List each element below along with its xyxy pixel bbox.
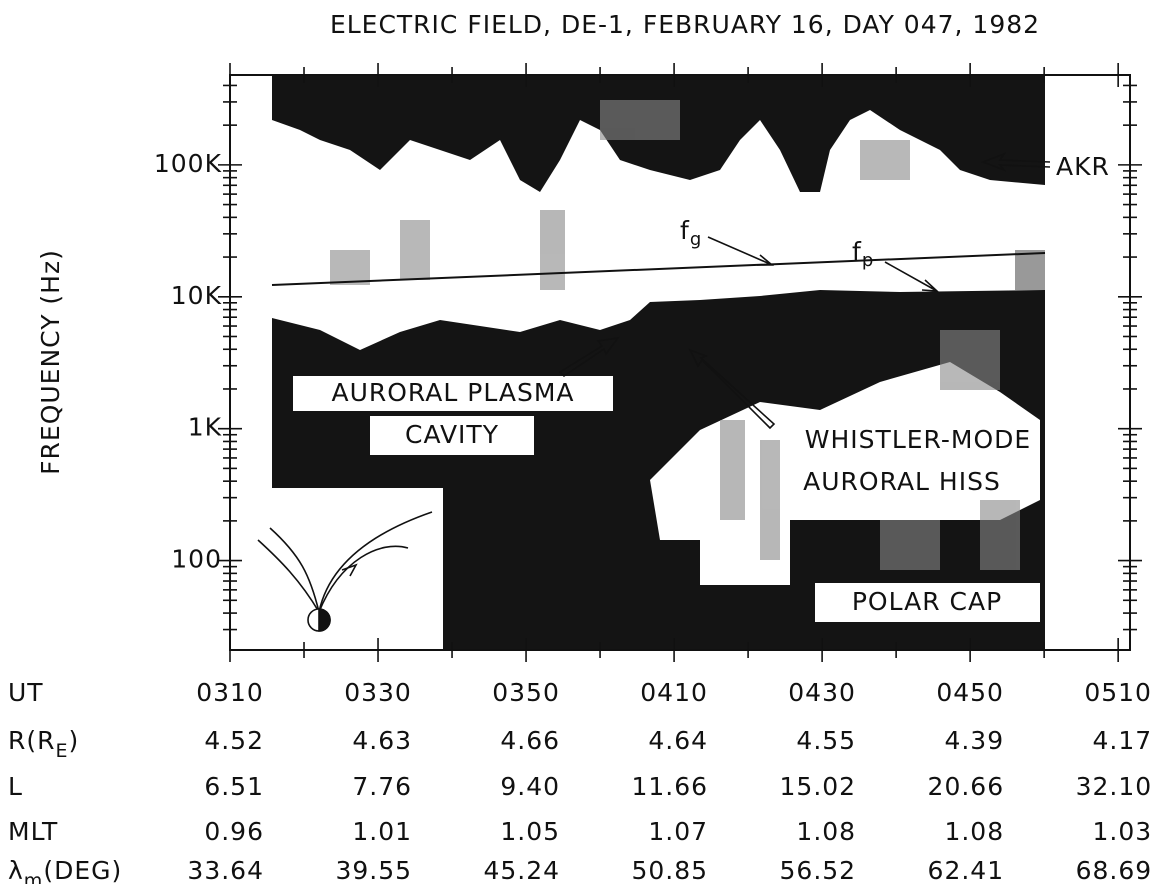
x-tick-label: 0510 xyxy=(1084,678,1152,707)
table-cell: 15.02 xyxy=(780,772,857,801)
table-cell: 45.24 xyxy=(483,856,560,884)
table-cell: 68.69 xyxy=(1076,856,1153,884)
table-cell: 1.08 xyxy=(944,817,1004,846)
table-cell: 4.17 xyxy=(1092,726,1152,755)
row-label-main: R(R xyxy=(8,726,56,755)
annotations: AKR fg fp AURORAL PLASMA CAVITY WHISTLER… xyxy=(293,152,1110,622)
row-label-main: L xyxy=(8,772,23,801)
table-cell: 50.85 xyxy=(632,856,709,884)
cavity-arrow xyxy=(558,336,620,378)
white-patch xyxy=(650,362,1040,585)
hiss-arrow xyxy=(688,348,776,430)
row-label: UT xyxy=(8,678,44,707)
fp-main: f xyxy=(852,237,862,266)
label-box xyxy=(370,416,534,455)
hiss-label: AURORAL HISS xyxy=(803,467,1001,496)
fg-arrow xyxy=(707,236,775,266)
table-cell: 4.39 xyxy=(944,726,1004,755)
table-cell: 4.52 xyxy=(204,726,264,755)
table-cell: 6.51 xyxy=(204,772,264,801)
hiss-label: WHISTLER-MODE xyxy=(805,425,1031,454)
table-cell: 7.76 xyxy=(352,772,412,801)
table-cell: 39.55 xyxy=(335,856,412,884)
row-label-main: λ xyxy=(8,856,24,884)
row-label: R(RE) xyxy=(8,726,79,762)
x-tick-label: 0350 xyxy=(492,678,560,707)
row-label: L xyxy=(8,772,23,801)
table-cell: 62.41 xyxy=(928,856,1005,884)
table-cell: 1.01 xyxy=(352,817,412,846)
y-tick-label: 1K xyxy=(188,413,222,442)
x-tick-label: 0310 xyxy=(196,678,264,707)
polar-cap-label: POLAR CAP xyxy=(852,587,1002,616)
table-cell: 1.08 xyxy=(796,817,856,846)
chart-title: ELECTRIC FIELD, DE-1, FEBRUARY 16, DAY 0… xyxy=(330,10,1040,39)
x-tick-label: 0410 xyxy=(640,678,708,707)
x-tick-label: 0430 xyxy=(788,678,856,707)
table-cell: 4.64 xyxy=(648,726,708,755)
table-cell: 4.55 xyxy=(796,726,856,755)
table-cell: 33.64 xyxy=(187,856,264,884)
texture xyxy=(1015,250,1045,290)
fg-label: fg xyxy=(680,216,702,250)
row-label-main: MLT xyxy=(8,817,58,846)
table-cell: 20.66 xyxy=(928,772,1005,801)
akr-arrow xyxy=(980,152,1051,172)
table-cell: 1.07 xyxy=(648,817,708,846)
table-cell: 0.96 xyxy=(204,817,264,846)
table-cell: 11.66 xyxy=(632,772,709,801)
fp-sub: p xyxy=(862,250,874,271)
table-cell: 9.40 xyxy=(500,772,560,801)
table-cell: 1.03 xyxy=(1092,817,1152,846)
label-box xyxy=(293,376,613,411)
row-label-end: ) xyxy=(69,726,80,755)
orbit-cartoon xyxy=(257,511,433,632)
fg-sub: g xyxy=(690,229,702,250)
row-label: MLT xyxy=(8,817,58,846)
table-cell: 1.05 xyxy=(500,817,560,846)
row-label: λm(DEG) xyxy=(8,856,122,884)
table-cell: 4.63 xyxy=(352,726,412,755)
row-label-end: (DEG) xyxy=(43,856,122,884)
plot-frame xyxy=(229,74,1131,651)
fp-label: fp xyxy=(852,237,874,271)
y-tick-label: 10K xyxy=(171,281,222,310)
y-tick-label: 100K xyxy=(154,149,222,178)
x-tick-label: 0330 xyxy=(344,678,412,707)
texture xyxy=(330,100,1020,570)
fp-arrow xyxy=(884,261,940,292)
x-tick-label: 0450 xyxy=(936,678,1004,707)
table-cell: 56.52 xyxy=(780,856,857,884)
spectrogram xyxy=(272,75,1045,650)
row-label-sub: m xyxy=(24,870,44,885)
label-box xyxy=(815,583,1040,622)
akr-label: AKR xyxy=(1056,152,1110,181)
cavity-label: CAVITY xyxy=(405,420,499,449)
table-cell: 32.10 xyxy=(1076,772,1153,801)
y-axis-label: FREQUENCY (Hz) xyxy=(36,249,65,475)
y-tick-label: 100 xyxy=(171,545,222,574)
table-cell: 4.66 xyxy=(500,726,560,755)
gyro-line xyxy=(271,252,1046,286)
fg-main: f xyxy=(680,216,690,245)
cavity-label: AURORAL PLASMA xyxy=(331,378,574,407)
row-label-sub: E xyxy=(56,740,69,762)
